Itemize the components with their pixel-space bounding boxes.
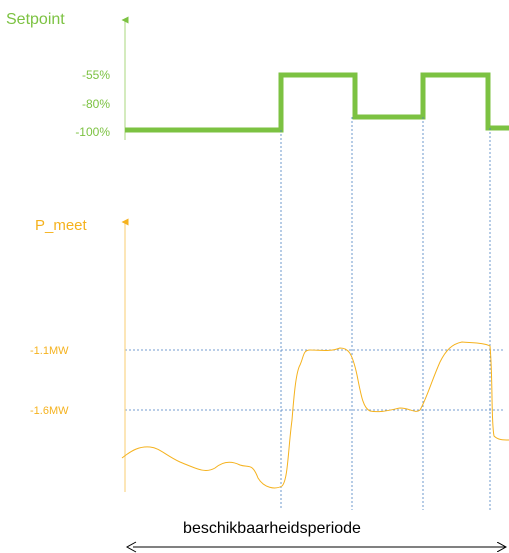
p-meet-label: P_meet [35,217,88,234]
setpoint-step [125,72,509,133]
period-label: beschikbaarheidsperiode [183,520,361,537]
setpoint-level: -55% [82,68,110,82]
setpoint-label: Setpoint [6,11,65,28]
p-meet-level: -1.6MW [30,405,69,417]
p-meet-level: -1.1MW [30,345,69,357]
setpoint-level: -80% [82,97,110,111]
period-arrow-head [125,541,137,553]
p-meet-curve [121,341,509,489]
setpoint-level: -100% [75,125,110,139]
guide-lines [125,117,505,510]
